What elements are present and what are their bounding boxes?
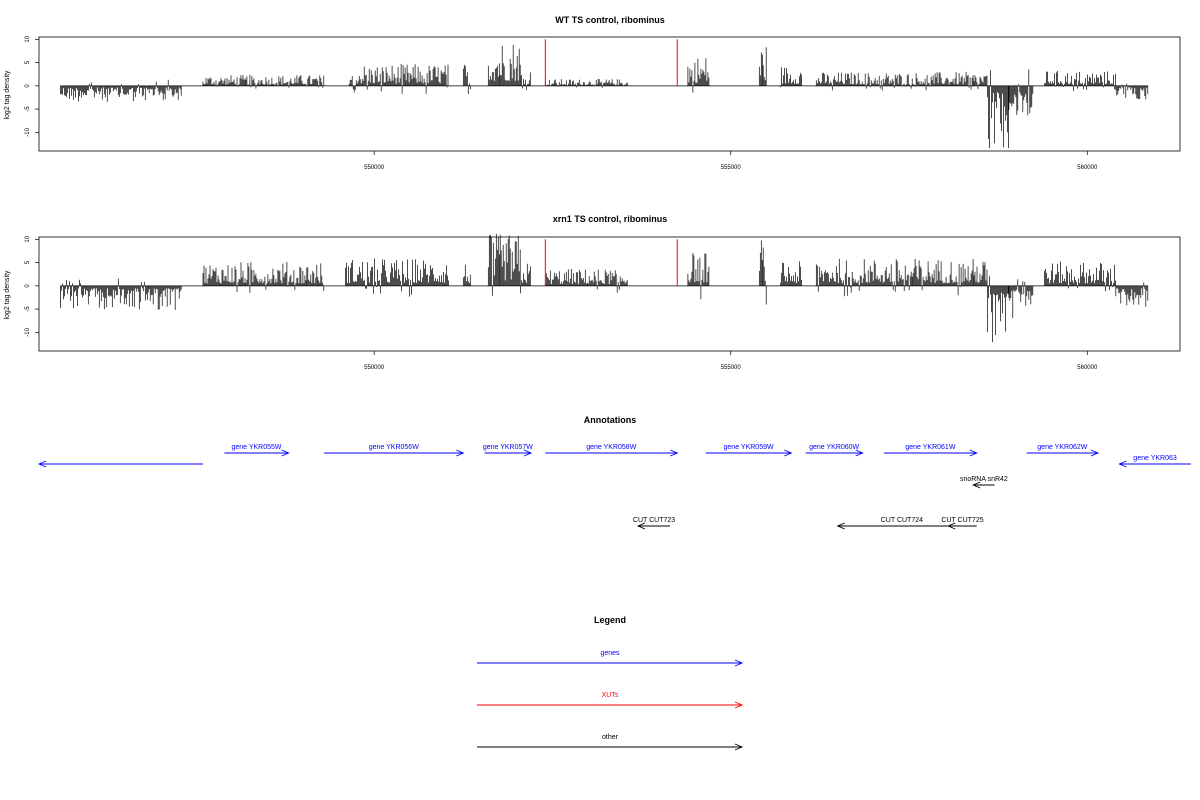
feature-arrowhead	[855, 449, 864, 457]
legend-label: XUTs	[602, 692, 619, 699]
x-tick-label: 555000	[721, 365, 742, 371]
annotation-feature: gene YKR060W	[805, 444, 864, 457]
annotation-feature	[37, 460, 204, 468]
feature-arrowhead	[1090, 449, 1100, 457]
y-tick-label: -5	[25, 306, 31, 312]
feature-label: gene YKR055W	[231, 444, 281, 451]
feature-label: CUT CUT725	[941, 517, 983, 524]
wt-track-ticks: 10 5 0 -5 -10 550000 555000 560000	[25, 35, 1098, 171]
xrn1-track-ticks: 10 5 0 -5 -10 550000 555000 560000	[25, 235, 1098, 371]
x-tick-label: 550000	[364, 365, 385, 371]
y-tick-label: 0	[25, 84, 31, 88]
legend-arrowhead	[734, 743, 744, 751]
y-tick-label: 10	[25, 35, 31, 42]
feature-arrowhead	[784, 449, 793, 457]
annotation-feature: gene YKR059W	[705, 444, 793, 457]
annotation-feature: gene YKR062W	[1026, 444, 1100, 457]
feature-label: gene YKR057W	[483, 444, 533, 451]
wt-track-ylabel: log2 tag density	[4, 70, 11, 120]
xrn1-track-frame	[38, 236, 1181, 352]
wt-track-bars	[60, 39, 1149, 149]
annotation-feature: gene YKR061W	[884, 444, 978, 457]
feature-label: CUT CUT723	[633, 517, 675, 524]
y-tick-label: -10	[25, 327, 31, 336]
legend-panel: Legend genes XUTs other	[477, 615, 744, 751]
y-tick-label: 0	[25, 284, 31, 288]
legend-item: XUTs	[477, 692, 744, 709]
density-bars	[60, 44, 1149, 149]
y-tick-label: -5	[25, 106, 31, 112]
feature-label: gene YKR061W	[905, 444, 955, 451]
annotation-feature: gene YKR056W	[324, 444, 465, 457]
feature-arrowhead	[523, 449, 533, 457]
x-tick-label: 555000	[721, 165, 742, 171]
wt-track-panel: WT TS control, ribominus log2 tag densit…	[4, 15, 1181, 171]
feature-label: snoRNA snR42	[960, 476, 1008, 483]
legend-items: genes XUTs other	[477, 650, 744, 751]
annotation-feature: CUT CUT725	[941, 517, 984, 530]
y-tick-label: 10	[25, 235, 31, 242]
feature-arrowhead	[969, 449, 978, 457]
feature-arrowhead	[972, 481, 981, 489]
feature-arrowhead	[37, 460, 47, 468]
annotation-feature: gene YKR063	[1118, 455, 1191, 468]
feature-arrowhead	[836, 522, 845, 530]
feature-arrowhead	[281, 449, 290, 457]
wt-track-frame	[38, 36, 1181, 152]
annotation-feature: snoRNA snR42	[960, 476, 1008, 489]
annotation-feature: gene YKR057W	[483, 444, 533, 457]
y-tick-label: 5	[25, 260, 31, 264]
legend-title: Legend	[594, 615, 626, 625]
legend-arrowhead	[734, 659, 744, 667]
feature-label: gene YKR062W	[1037, 444, 1087, 451]
xrn1-track-title: xrn1 TS control, ribominus	[553, 214, 668, 224]
feature-arrowhead	[670, 449, 679, 457]
annotation-feature: gene YKR058W	[545, 444, 679, 457]
annotation-feature: CUT CUT724	[836, 517, 967, 530]
feature-arrowhead	[1118, 460, 1127, 468]
xrn1-track-panel: xrn1 TS control, ribominus log2 tag dens…	[4, 214, 1181, 371]
wt-track-title: WT TS control, ribominus	[555, 15, 665, 25]
annotations-title: Annotations	[584, 415, 637, 425]
feature-label: gene YKR063	[1133, 455, 1177, 462]
x-tick-label: 550000	[364, 165, 385, 171]
annotation-feature: gene YKR055W	[224, 444, 290, 457]
legend-item: other	[477, 734, 744, 751]
x-tick-label: 560000	[1077, 365, 1098, 371]
feature-arrowhead	[947, 522, 956, 530]
annotation-features: gene YKR055W gene YKR056W gene YKR057W gene…	[37, 444, 1191, 530]
annotation-feature: CUT CUT723	[633, 517, 675, 530]
annotations-panel: Annotations gene YKR055W gene YKR056W gene…	[37, 415, 1191, 530]
y-tick-label: 5	[25, 60, 31, 64]
xrn1-track-bars	[60, 233, 1149, 343]
legend-arrowhead	[734, 701, 744, 709]
y-tick-label: -10	[25, 127, 31, 136]
legend-item: genes	[477, 650, 744, 667]
feature-label: CUT CUT724	[881, 517, 923, 524]
legend-label: genes	[600, 650, 620, 657]
legend-label: other	[602, 734, 619, 741]
x-tick-label: 560000	[1077, 165, 1098, 171]
feature-label: gene YKR060W	[809, 444, 859, 451]
feature-arrowhead	[636, 522, 646, 530]
density-bars	[60, 233, 1149, 343]
feature-arrowhead	[456, 449, 465, 457]
feature-label: gene YKR059W	[724, 444, 774, 451]
feature-label: gene YKR056W	[369, 444, 419, 451]
feature-label: gene YKR058W	[586, 444, 636, 451]
xrn1-track-ylabel: log2 tag density	[4, 270, 11, 320]
